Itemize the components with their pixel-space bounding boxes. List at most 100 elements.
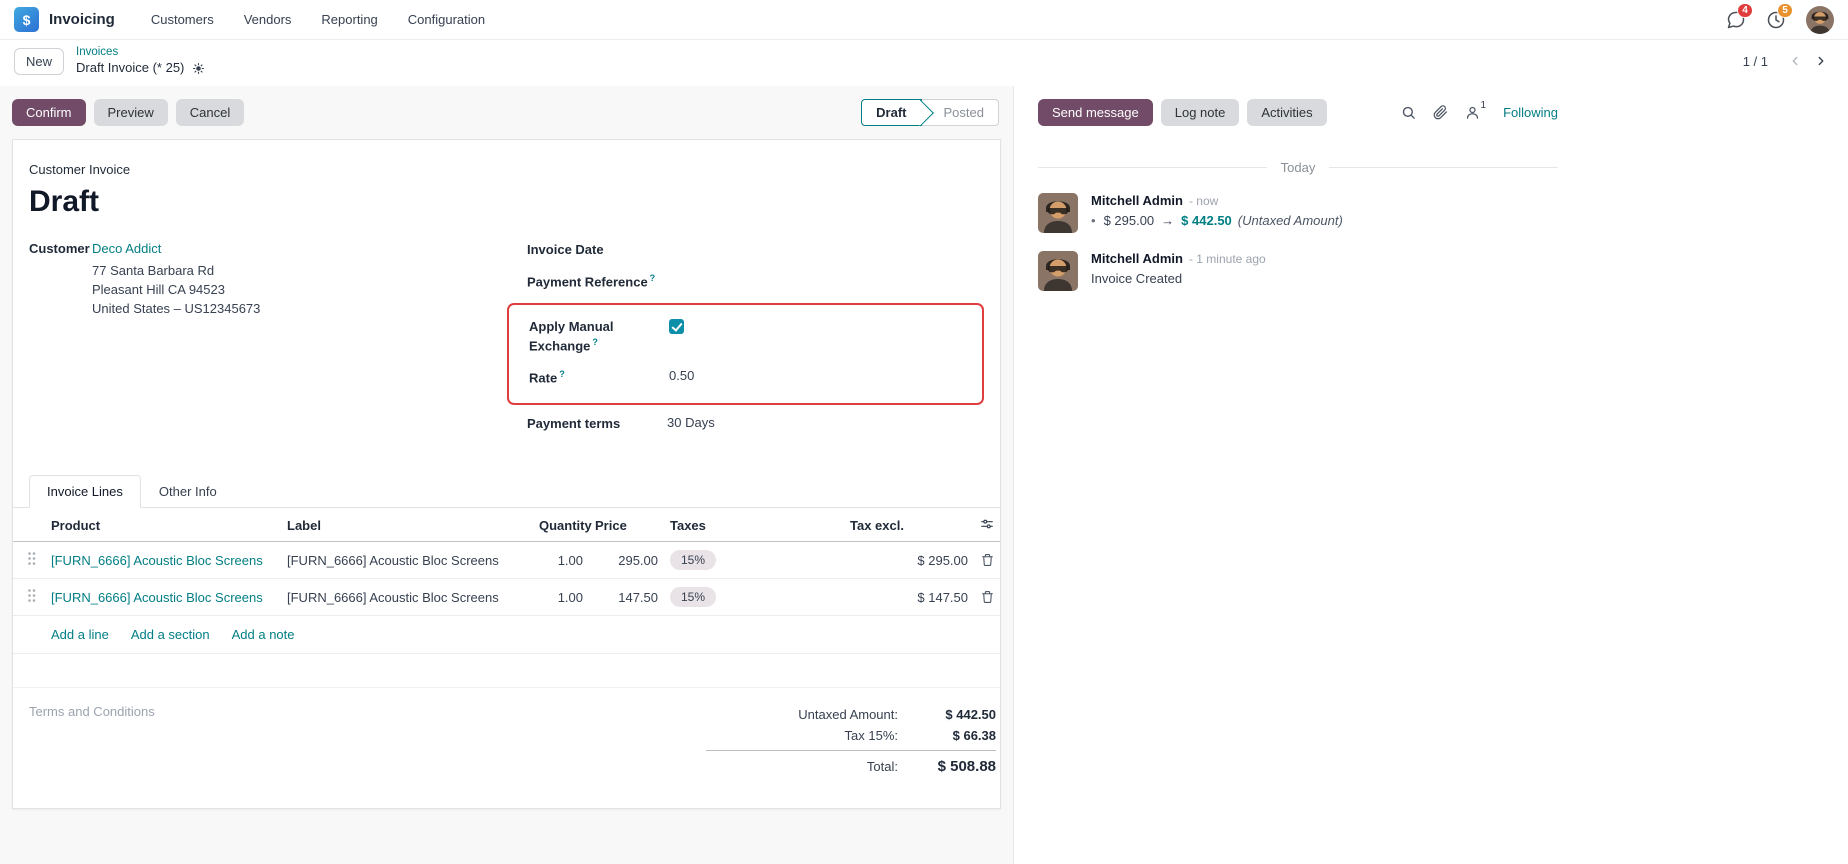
empty-line-area xyxy=(13,654,1000,689)
subtotal-cell: $ 295.00 xyxy=(844,541,974,580)
message-author[interactable]: Mitchell Admin xyxy=(1091,193,1183,208)
address-line: 77 Santa Barbara Rd xyxy=(92,263,215,278)
pager-next-icon[interactable] xyxy=(1808,50,1834,72)
invoice-line-row[interactable]: [FURN_6666] Acoustic Bloc Screens [FURN_… xyxy=(13,541,1000,580)
column-price: Price xyxy=(589,508,664,543)
help-icon[interactable]: ? xyxy=(649,272,656,283)
quantity-cell[interactable]: 1.00 xyxy=(533,541,589,580)
chatter-toolbar: Send message Log note Activities 1 Follo… xyxy=(1038,99,1558,126)
tab-other-info[interactable]: Other Info xyxy=(158,484,217,500)
send-message-button[interactable]: Send message xyxy=(1038,99,1153,126)
avatar[interactable] xyxy=(1038,193,1078,233)
drag-handle-icon[interactable] xyxy=(27,551,36,566)
activities-icon[interactable]: 5 xyxy=(1766,2,1793,30)
invoice-line-row[interactable]: [FURN_6666] Acoustic Bloc Screens [FURN_… xyxy=(13,578,1000,617)
activities-button[interactable]: Activities xyxy=(1247,99,1327,126)
avatar[interactable] xyxy=(1038,251,1078,291)
payment-reference-label: Payment Reference? xyxy=(527,272,656,289)
total-value: $ 508.88 xyxy=(937,758,996,776)
invoice-date-input[interactable] xyxy=(667,241,787,257)
main-menu: Customers Vendors Reporting Configuratio… xyxy=(139,6,497,33)
untaxed-amount-label: Untaxed Amount: xyxy=(798,707,898,723)
message-time: - 1 minute ago xyxy=(1188,252,1266,266)
message-author[interactable]: Mitchell Admin xyxy=(1091,251,1183,266)
cancel-button[interactable]: Cancel xyxy=(175,99,245,126)
terms-and-conditions-placeholder[interactable]: Terms and Conditions xyxy=(29,704,155,720)
tax-label: Tax 15%: xyxy=(844,728,898,744)
log-note-button[interactable]: Log note xyxy=(1160,99,1240,126)
tax-tag[interactable]: 15% xyxy=(670,550,717,571)
status-draft[interactable]: Draft xyxy=(861,99,922,126)
pager-previous-icon[interactable] xyxy=(1782,50,1808,72)
customer-address[interactable]: 77 Santa Barbara Rd Pleasant Hill CA 945… xyxy=(92,262,527,319)
tracking-field-name: (Untaxed Amount) xyxy=(1237,213,1343,228)
drag-handle-icon[interactable] xyxy=(27,588,36,603)
add-a-line-link[interactable]: Add a line xyxy=(51,627,109,643)
rate-label: Rate? xyxy=(529,368,565,386)
document-type-label: Customer Invoice xyxy=(29,162,131,177)
quantity-cell[interactable]: 1.00 xyxy=(533,578,589,617)
invoicing-app-icon[interactable]: $ xyxy=(14,7,39,32)
add-row: Add a line Add a section Add a note xyxy=(13,616,1000,655)
new-button[interactable]: New xyxy=(14,47,65,75)
control-panel: New Invoices Draft Invoice (* 25) 1 / 1 xyxy=(0,40,1848,86)
totals-block: Untaxed Amount: $ 442.50 Tax 15%: $ 66.3… xyxy=(706,704,996,778)
untaxed-amount-value: $ 442.50 xyxy=(945,707,996,723)
customer-label: Customer xyxy=(29,241,90,256)
breadcrumb-invoices[interactable]: Invoices xyxy=(76,46,119,59)
label-cell[interactable]: [FURN_6666] Acoustic Bloc Screens xyxy=(281,541,533,580)
add-a-note-link[interactable]: Add a note xyxy=(231,627,295,643)
optional-columns-icon[interactable] xyxy=(980,517,994,531)
search-messages-icon[interactable] xyxy=(1401,105,1416,120)
attachments-icon[interactable] xyxy=(1433,105,1448,120)
rate-input[interactable]: 0.50 xyxy=(669,367,695,383)
message-body: Invoice Created xyxy=(1091,271,1183,286)
date-divider-label: Today xyxy=(1280,160,1316,175)
followers-icon[interactable]: 1 xyxy=(1465,100,1486,120)
following-button[interactable]: Following xyxy=(1503,105,1558,120)
price-cell[interactable]: 295.00 xyxy=(589,541,664,580)
pager: 1 / 1 xyxy=(1743,50,1834,72)
customer-link[interactable]: Deco Addict xyxy=(92,241,162,256)
tab-invoice-lines[interactable]: Invoice Lines xyxy=(29,475,141,509)
menu-reporting[interactable]: Reporting xyxy=(321,12,378,27)
chatter-message: Mitchell Admin - now • $ 295.00 → $ 442.50 (… xyxy=(1038,181,1558,239)
product-link[interactable]: [FURN_6666] Acoustic Bloc Screens xyxy=(51,589,263,605)
payment-terms-label: Payment terms xyxy=(527,415,621,431)
payment-reference-input[interactable] xyxy=(667,272,787,288)
notebook-tabs: Invoice Lines Other Info xyxy=(13,475,1000,509)
column-taxes: Taxes xyxy=(664,508,844,543)
action-gear-icon[interactable] xyxy=(192,62,205,75)
confirm-button[interactable]: Confirm xyxy=(12,99,86,126)
add-a-section-link[interactable]: Add a section xyxy=(130,627,210,643)
price-cell[interactable]: 147.50 xyxy=(589,578,664,617)
form-panel: Confirm Preview Cancel Draft Posted Cust… xyxy=(0,86,1013,864)
address-line: United States – US12345673 xyxy=(92,300,261,316)
main-area: Confirm Preview Cancel Draft Posted Cust… xyxy=(0,86,1848,864)
activities-badge: 5 xyxy=(1777,2,1793,18)
app-name[interactable]: Invoicing xyxy=(49,11,115,28)
user-avatar[interactable] xyxy=(1806,5,1834,34)
preview-button[interactable]: Preview xyxy=(93,99,168,126)
payment-terms-input[interactable]: 30 Days xyxy=(667,414,715,430)
customer-column: Customer Deco Addict 77 Santa Barbara Rd… xyxy=(29,241,527,445)
help-icon[interactable]: ? xyxy=(559,368,565,379)
delete-line-icon[interactable] xyxy=(980,590,994,604)
delete-line-icon[interactable] xyxy=(980,553,994,567)
chatter-message: Mitchell Admin - 1 minute ago Invoice Cr… xyxy=(1038,239,1558,297)
breadcrumb: Invoices Draft Invoice (* 25) xyxy=(76,45,205,76)
product-link[interactable]: [FURN_6666] Acoustic Bloc Screens xyxy=(51,552,263,568)
menu-customers[interactable]: Customers xyxy=(150,12,214,27)
date-divider: Today xyxy=(1038,160,1558,175)
tracking-bullet: • xyxy=(1091,213,1096,228)
tax-tag[interactable]: 15% xyxy=(670,587,717,608)
invoice-lines-table: Product Label Quantity Price Taxes Tax e… xyxy=(13,508,1000,617)
menu-configuration[interactable]: Configuration xyxy=(407,12,486,27)
menu-vendors[interactable]: Vendors xyxy=(243,12,292,27)
field-payment-terms: Payment terms 30 Days xyxy=(527,415,984,433)
messages-icon[interactable]: 4 xyxy=(1726,2,1753,30)
help-icon[interactable]: ? xyxy=(592,336,598,347)
invoice-title[interactable]: Draft xyxy=(29,185,100,218)
label-cell[interactable]: [FURN_6666] Acoustic Bloc Screens xyxy=(281,578,533,617)
apply-manual-exchange-checkbox[interactable] xyxy=(669,319,684,335)
